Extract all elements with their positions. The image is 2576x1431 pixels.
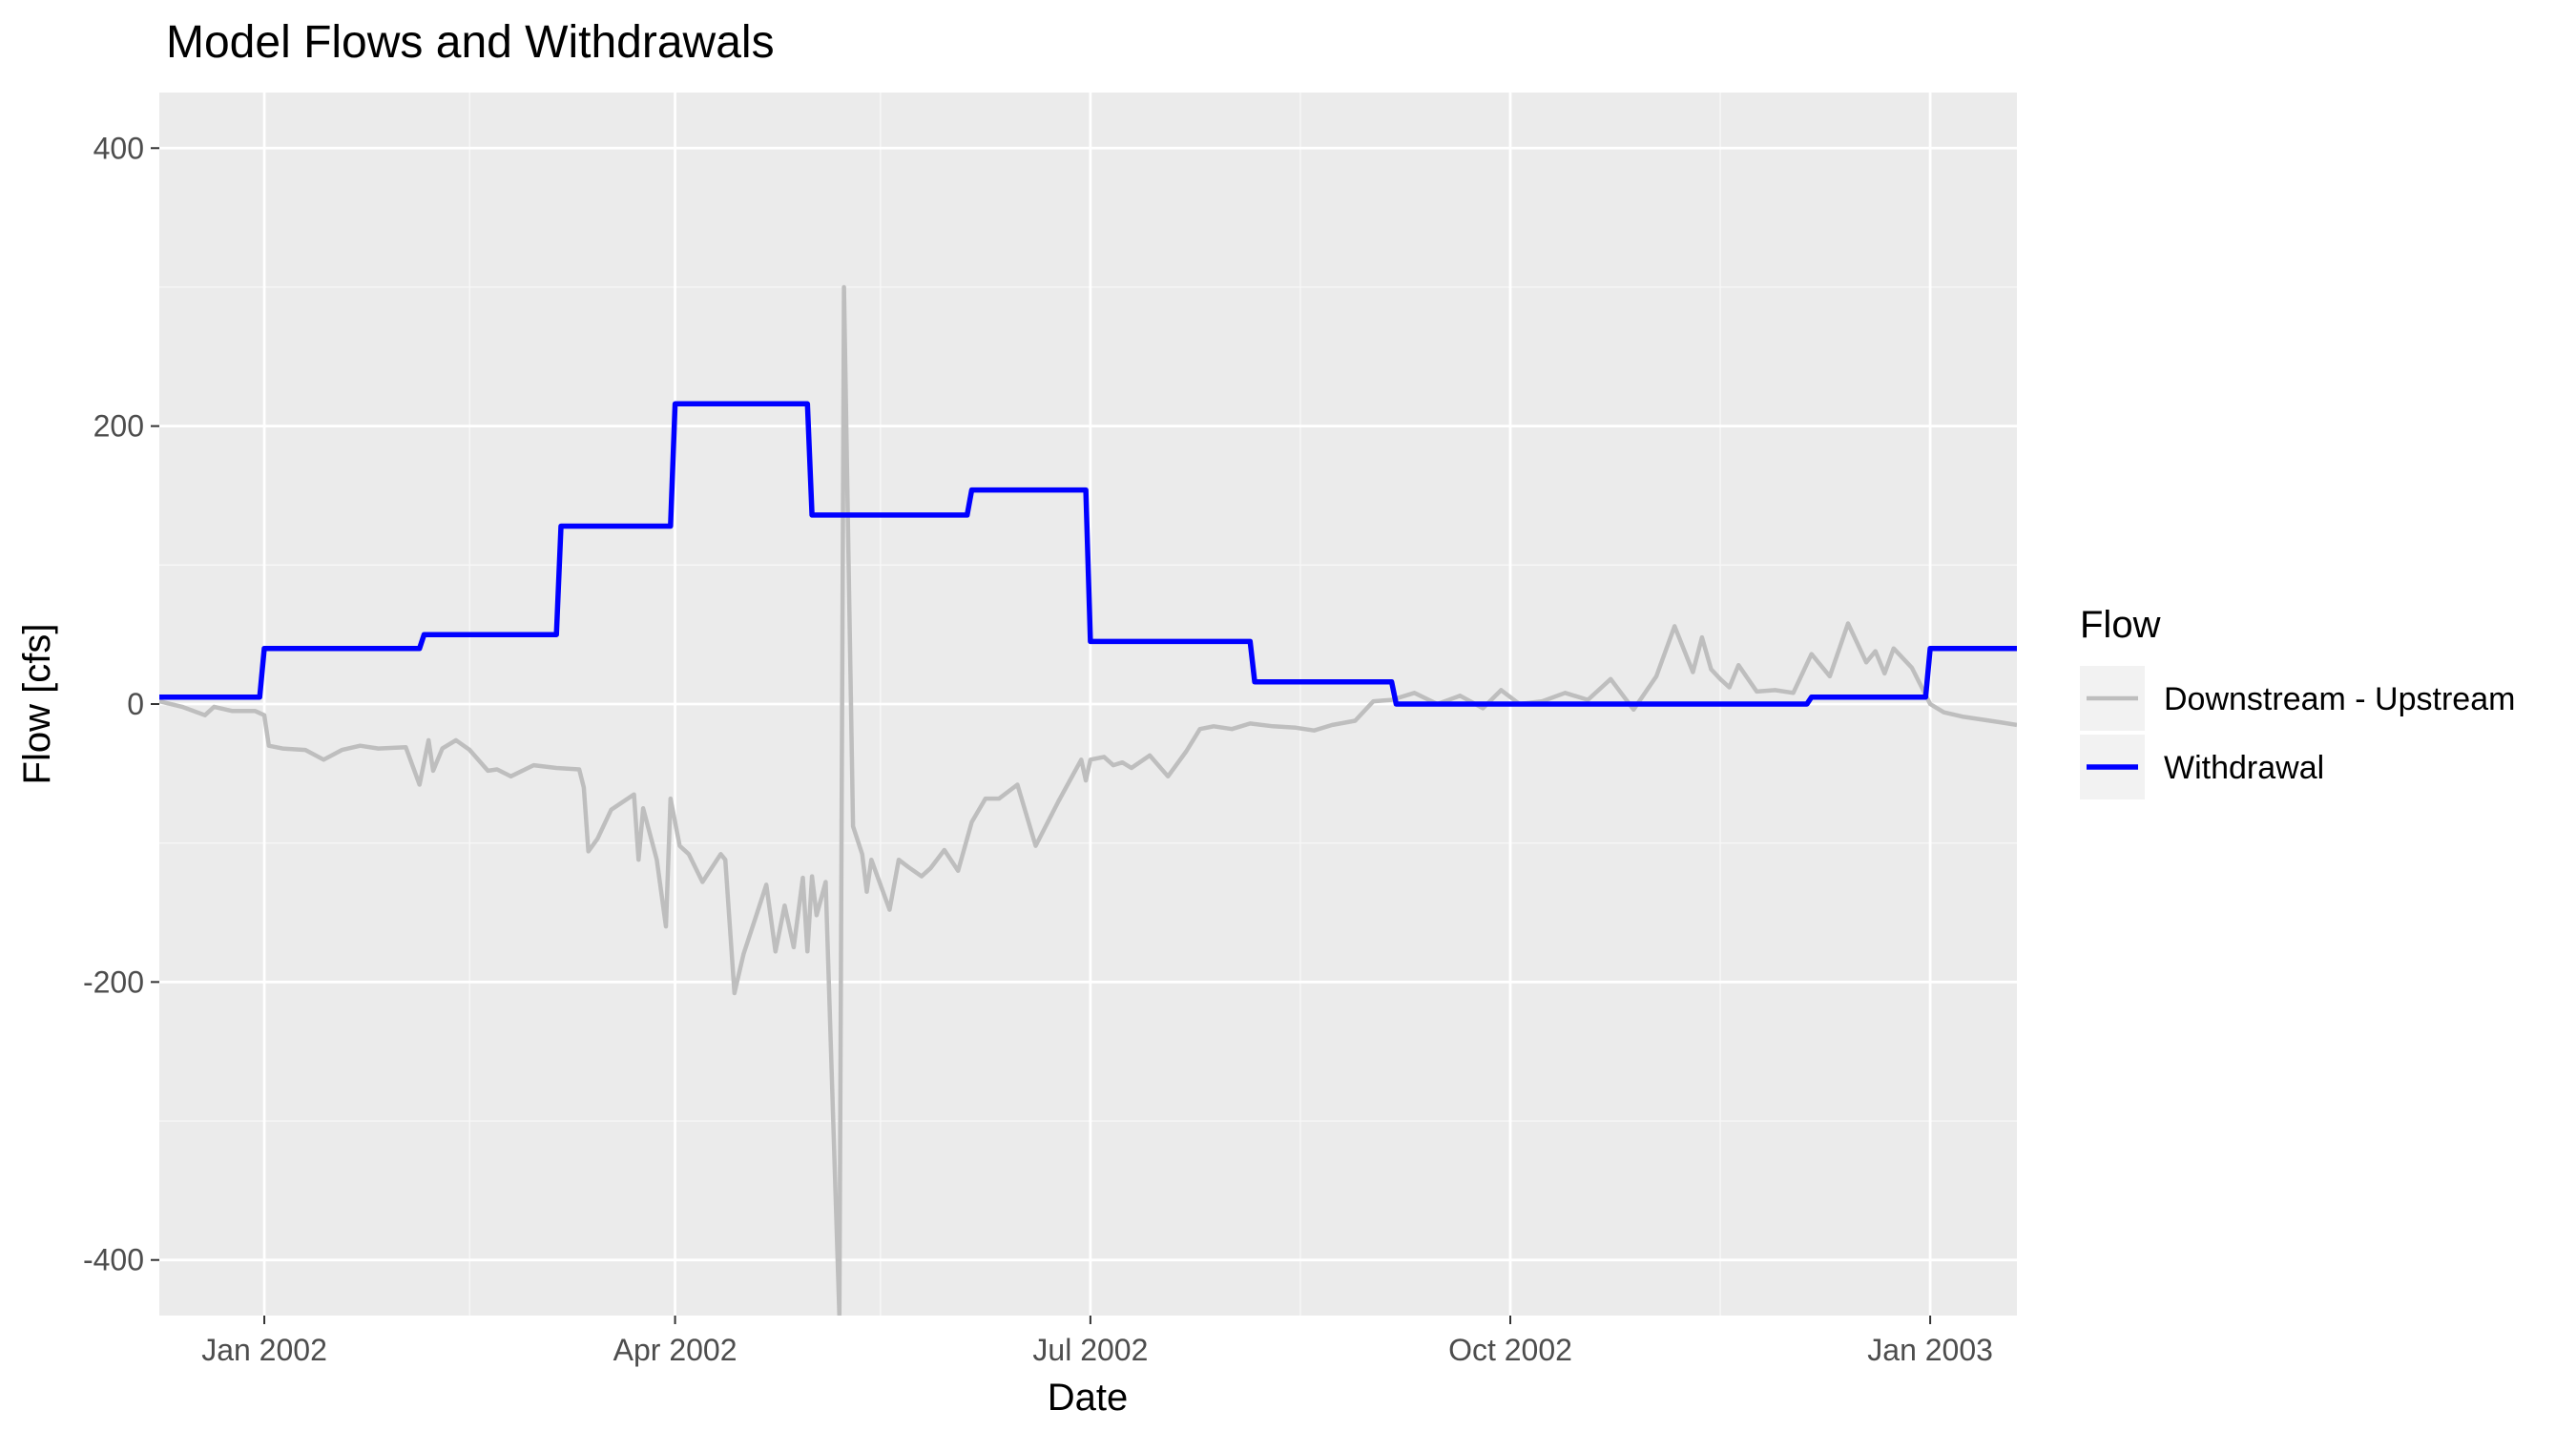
y-tick-label: 400 [93,131,144,165]
x-axis: Jan 2002 Apr 2002 Jul 2002 Oct 2002 Jan 2003 [201,1316,1993,1367]
series-lines [159,284,2017,1316]
x-tick-label: Apr 2002 [613,1333,737,1367]
y-tick-label: -200 [83,964,144,999]
y-tick-label: 0 [127,687,144,721]
x-tick-label: Jul 2002 [1032,1333,1148,1367]
series-line-withdrawal [159,401,2017,707]
legend-label: Withdrawal [2164,750,2324,786]
x-axis-title: Date [1048,1377,1129,1419]
y-axis: -400 -200 0 200 400 [83,131,159,1277]
y-tick-label: -400 [83,1243,144,1277]
x-tick-label: Jan 2003 [1867,1333,1993,1367]
y-tick-label: 200 [93,409,144,444]
x-tick-label: Jan 2002 [201,1333,327,1367]
chart-title: Model Flows and Withdrawals [166,17,775,68]
y-axis-title: Flow [cfs] [16,624,58,785]
legend-label: Downstream - Upstream [2164,681,2515,717]
legend-title: Flow [2080,604,2161,646]
legend-entries: Downstream - Upstream Withdrawal [2080,666,2515,799]
series-line-downstream-upstream [159,284,2017,1316]
x-tick-label: Oct 2002 [1448,1333,1572,1367]
legend: Flow Downstream - Upstream Withdrawal [2080,604,2515,799]
